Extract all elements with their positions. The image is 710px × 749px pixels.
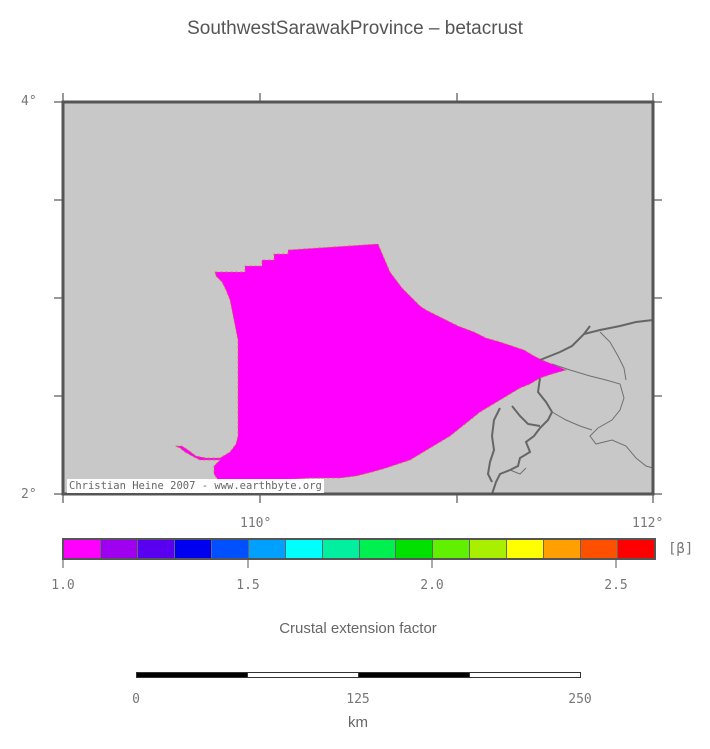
- lat-label-north: 4°: [21, 94, 37, 109]
- scalebar-unit: km: [348, 714, 368, 731]
- province-polygon: [174, 243, 568, 481]
- colorbar-ticks: [62, 558, 617, 568]
- colorbar-swatch: [618, 540, 654, 558]
- colorbar-swatch: [322, 540, 360, 558]
- colorbar-swatch: [174, 540, 212, 558]
- colorbar-swatch: [100, 540, 138, 558]
- colorbar-tick-label: 2.0: [420, 578, 444, 593]
- colorbar-swatch: [433, 540, 471, 558]
- map-credit: Christian Heine 2007 - www.earthbyte.org: [67, 479, 324, 493]
- scalebar-segment: [136, 672, 248, 678]
- lon-label-west: 110°: [240, 516, 272, 531]
- scalebar-segment: [358, 672, 470, 678]
- scalebar-segment: [469, 672, 581, 678]
- scalebar-segment: [247, 672, 359, 678]
- colorbar-swatch: [396, 540, 434, 558]
- colorbar-swatch: [285, 540, 323, 558]
- map-canvas: [54, 93, 662, 503]
- map-frame: [61, 100, 655, 496]
- colorbar-tick-label: 1.0: [51, 578, 75, 593]
- colorbar-swatch: [507, 540, 545, 558]
- map-title: SouthwestSarawakProvince – betacrust: [187, 18, 523, 39]
- colorbar: [62, 538, 656, 560]
- colorbar-swatch: [359, 540, 397, 558]
- lon-label-east: 112°: [632, 516, 664, 531]
- colorbar-swatch: [248, 540, 286, 558]
- colorbar-swatch: [544, 540, 582, 558]
- scalebar-tick-label: 0: [132, 692, 140, 707]
- colorbar-swatch: [581, 540, 619, 558]
- colorbar-label: Crustal extension factor: [279, 620, 437, 637]
- scalebar-tick-label: 125: [346, 692, 370, 707]
- colorbar-tick-label: 1.5: [236, 578, 260, 593]
- colorbar-swatch: [211, 540, 249, 558]
- colorbar-swatch: [470, 540, 508, 558]
- scalebar-tick-label: 250: [568, 692, 592, 707]
- lat-label-south: 2°: [21, 487, 37, 502]
- coastline-detail: [509, 331, 654, 475]
- colorbar-swatch: [137, 540, 175, 558]
- colorbar-swatch: [64, 540, 101, 558]
- colorbar-tick-label: 2.5: [604, 578, 628, 593]
- colorbar-unit: [β]: [668, 541, 694, 557]
